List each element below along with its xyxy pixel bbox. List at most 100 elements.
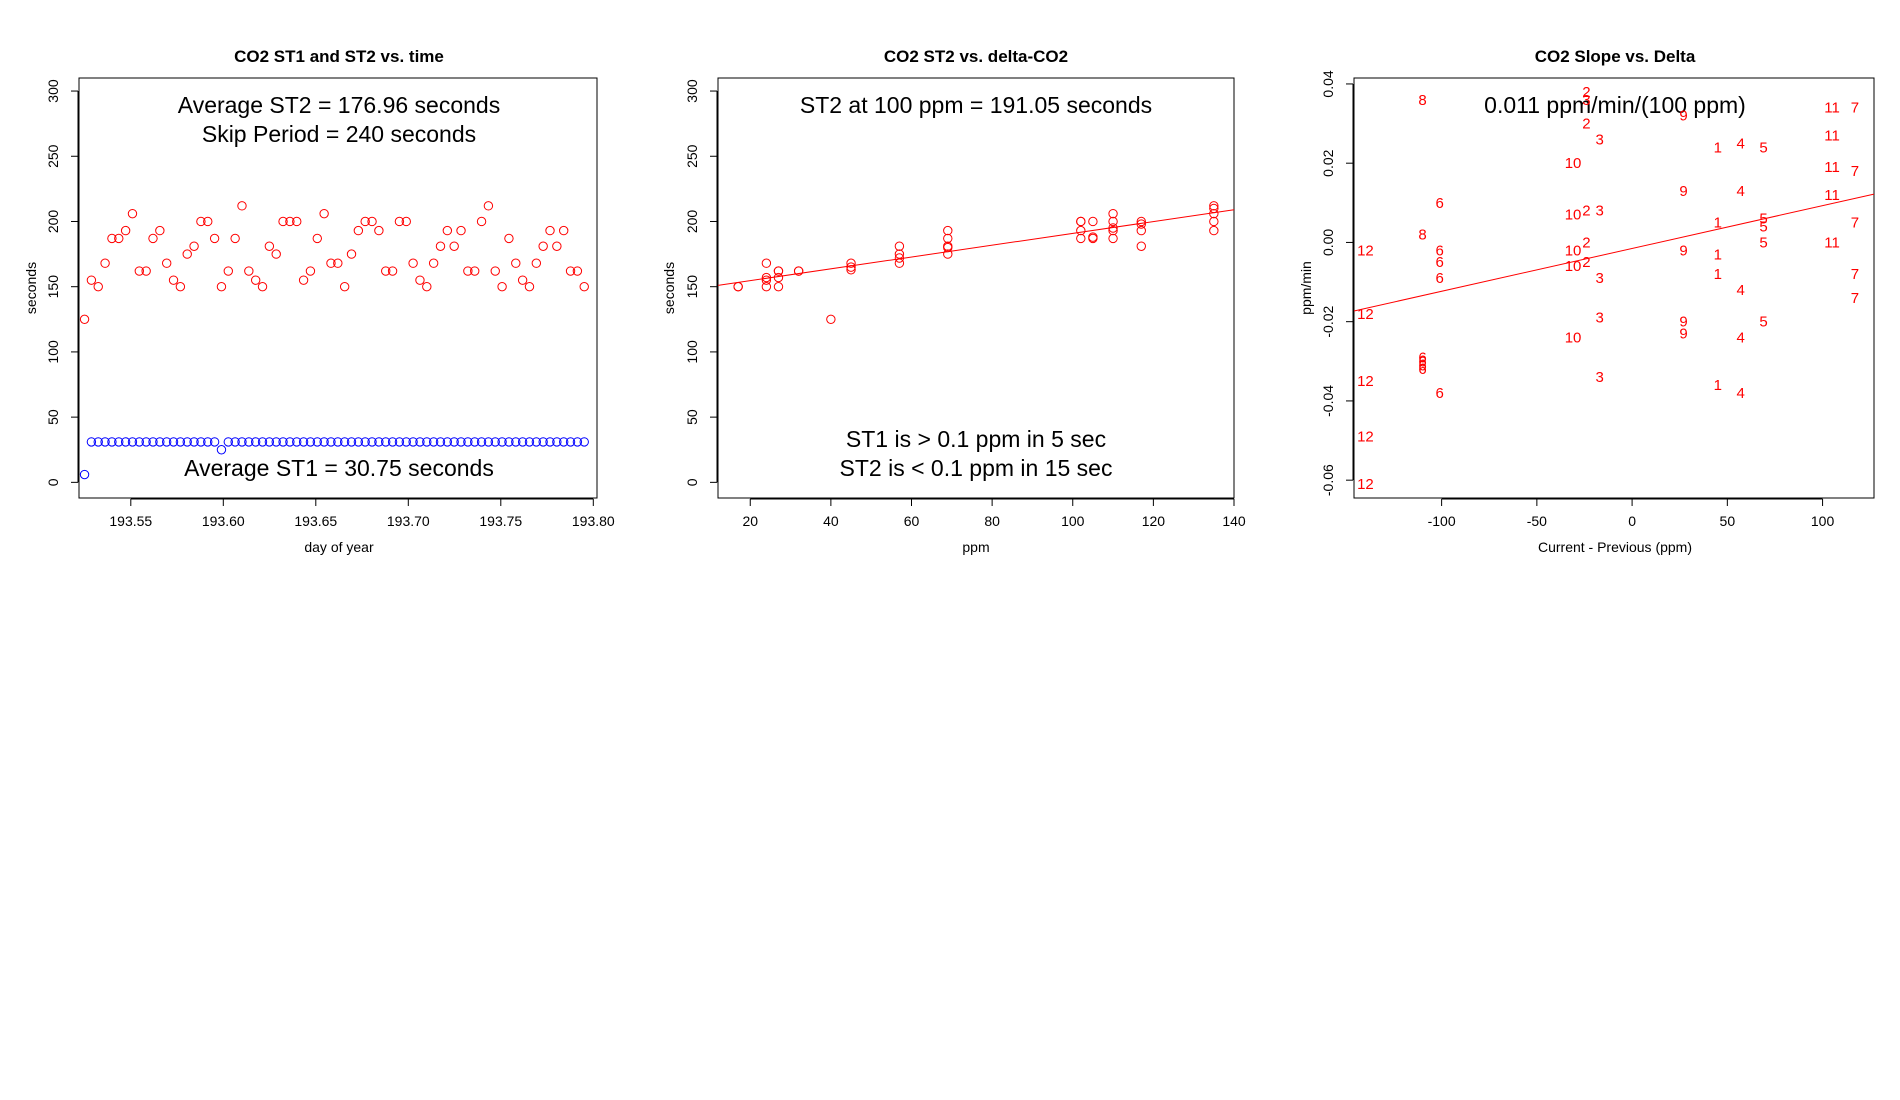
data-point-st2 (470, 266, 480, 276)
data-point-st2 (773, 266, 784, 276)
point-label: 6 (1418, 349, 1426, 366)
x-tick-label: 100 (1061, 513, 1085, 529)
point-label: 6 (1418, 357, 1426, 374)
data-point-st2 (449, 241, 459, 251)
y-tick-label: 300 (45, 79, 61, 103)
data-point-st1 (360, 437, 370, 447)
y-tick-label: -0.02 (1320, 306, 1336, 338)
point-label: 11 (1824, 127, 1840, 144)
panel-3-data-marks: 1212121212886666666661010101010222223333… (1353, 84, 1875, 493)
point-label: 9 (1679, 242, 1687, 259)
data-point-st2 (1108, 223, 1118, 233)
data-point-st1 (100, 437, 110, 447)
panel-3-annotation-slope: 0.011 ppm/min/(100 ppm) (1484, 92, 1746, 118)
data-point-st1 (394, 437, 405, 447)
x-tick-label: 80 (984, 513, 1000, 529)
data-point-st1 (435, 437, 446, 447)
data-point-st2 (237, 201, 247, 211)
data-point-st1 (367, 437, 377, 447)
data-point-st2 (894, 241, 905, 251)
data-point-st2 (326, 258, 336, 268)
data-point-st2 (511, 258, 521, 268)
panel-3-x-axis-label: Current - Previous (ppm) (1538, 539, 1692, 555)
point-label: 12 (1357, 476, 1374, 493)
data-point-st1 (292, 437, 302, 447)
data-point-st2 (134, 266, 145, 276)
data-point-st1 (114, 437, 124, 447)
y-tick-label: 0.04 (1320, 70, 1336, 97)
data-point-st1 (326, 437, 336, 447)
data-point-st2 (773, 281, 784, 292)
point-label: 10 (1565, 330, 1582, 347)
data-point-st1 (312, 437, 322, 447)
data-point-st2 (483, 201, 494, 211)
point-label: 4 (1736, 330, 1744, 347)
x-tick-label: 50 (1720, 513, 1736, 529)
point-label: 11 (1824, 100, 1840, 117)
point-label: 3 (1596, 270, 1604, 287)
point-label: 7 (1851, 215, 1859, 232)
point-label: 4 (1736, 385, 1744, 402)
data-point-st2 (271, 249, 281, 259)
point-label: 1 (1714, 139, 1722, 156)
data-point-st2 (1209, 225, 1219, 236)
data-point-st2 (1136, 219, 1146, 229)
y-tick-label: 50 (684, 409, 700, 425)
data-point-st2 (943, 225, 953, 236)
x-tick-label: 120 (1142, 513, 1166, 529)
data-point-st1 (428, 437, 439, 447)
point-label: 9 (1679, 314, 1687, 331)
data-point-st2 (497, 281, 507, 292)
panel-2-data-marks (717, 201, 1235, 325)
panel-2-x-axis-label: ppm (962, 539, 989, 555)
x-tick-label: -50 (1527, 513, 1547, 529)
data-point-st2 (517, 275, 528, 285)
point-label: 6 (1436, 195, 1444, 212)
point-label: 2 (1582, 254, 1590, 271)
data-point-st1 (285, 437, 295, 447)
point-label: 9 (1679, 183, 1687, 200)
data-point-st2 (141, 266, 151, 276)
point-label: 5 (1759, 211, 1767, 228)
data-point-st2 (422, 281, 432, 292)
data-point-st2 (846, 258, 856, 268)
data-point-st1 (189, 437, 199, 447)
point-label: 6 (1418, 353, 1426, 370)
data-point-st1 (120, 437, 131, 447)
data-point-st1 (353, 437, 364, 447)
data-point-st2 (93, 281, 103, 292)
data-point-st1 (79, 469, 90, 480)
data-point-st2 (456, 225, 466, 236)
data-point-st2 (182, 249, 192, 259)
data-point-st1 (175, 437, 186, 447)
data-point-st2 (793, 266, 804, 276)
data-point-st1 (127, 437, 138, 447)
point-label: 3 (1596, 369, 1604, 386)
y-tick-label: -0.04 (1320, 385, 1336, 417)
data-point-st2 (1209, 216, 1219, 227)
point-label: 6 (1436, 242, 1444, 259)
data-point-st2 (189, 241, 199, 251)
data-point-st2 (1088, 232, 1098, 242)
point-label: 11 (1824, 159, 1840, 176)
data-point-st2 (114, 233, 124, 244)
data-point-st2 (1136, 225, 1146, 236)
point-label: 10 (1565, 242, 1582, 259)
data-point-st2 (127, 208, 138, 219)
point-label: 10 (1565, 207, 1582, 224)
point-label: 7 (1851, 290, 1859, 307)
data-point-st2 (1076, 233, 1086, 244)
data-point-st2 (107, 233, 117, 244)
data-point-st2 (360, 216, 370, 227)
data-point-st2 (292, 216, 302, 227)
data-point-st2 (1136, 241, 1146, 251)
data-point-st1 (168, 437, 179, 447)
data-point-st2 (223, 266, 233, 276)
point-label: 5 (1759, 219, 1767, 236)
data-point-st1 (572, 437, 583, 447)
data-point-st1 (230, 437, 240, 447)
data-point-st1 (374, 437, 384, 447)
data-point-st1 (161, 437, 172, 447)
data-point-st1 (134, 437, 145, 447)
